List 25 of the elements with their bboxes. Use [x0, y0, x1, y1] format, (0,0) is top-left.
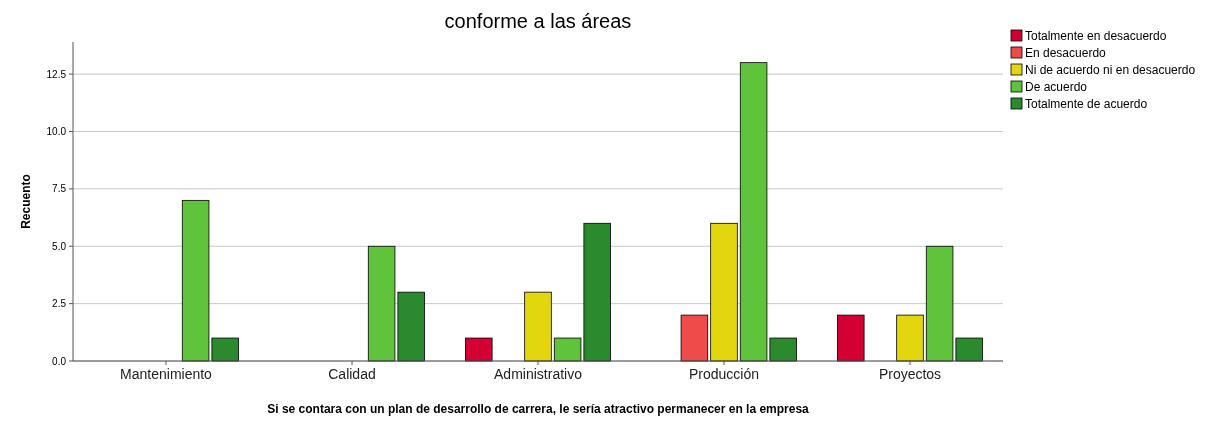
x-tick-label: Proyectos: [878, 366, 942, 382]
y-tick-label: 7.5: [52, 183, 67, 195]
bar: [896, 314, 924, 362]
legend-label: De acuerdo: [1025, 79, 1088, 94]
bar: [837, 314, 865, 362]
y-tick-label: 2.5: [52, 298, 67, 310]
x-tick-label: Mantenimiento: [120, 366, 213, 382]
x-tick-label: Calidad: [328, 366, 376, 382]
bar: [465, 337, 493, 362]
y-axis-title: Recuento: [19, 174, 33, 229]
x-axis-title: Si se contara con un plan de desarrollo de carrera, le sería atractivo permanecer en la empresa: [267, 402, 810, 416]
legend-label: En desacuerdo: [1025, 45, 1107, 60]
x-tick-label: Administrativo: [494, 366, 583, 382]
bar: [710, 222, 738, 362]
bar: [680, 314, 709, 362]
y-tick-label: 5.0: [52, 240, 67, 252]
chart-title: conforme a las áreas: [444, 10, 632, 32]
x-tick-label: Producción: [688, 366, 760, 382]
legend-label: Totalmente en desacuerdo: [1025, 28, 1167, 43]
y-tick-label: 0.0: [52, 355, 67, 367]
y-tick-label: 12.5: [46, 68, 67, 80]
legend-label: Totalmente de acuerdo: [1025, 96, 1148, 111]
y-tick-label: 10.0: [46, 126, 67, 137]
legend-label: Ni de acuerdo ni en desacuerdo: [1025, 62, 1196, 77]
bar: [524, 291, 552, 362]
